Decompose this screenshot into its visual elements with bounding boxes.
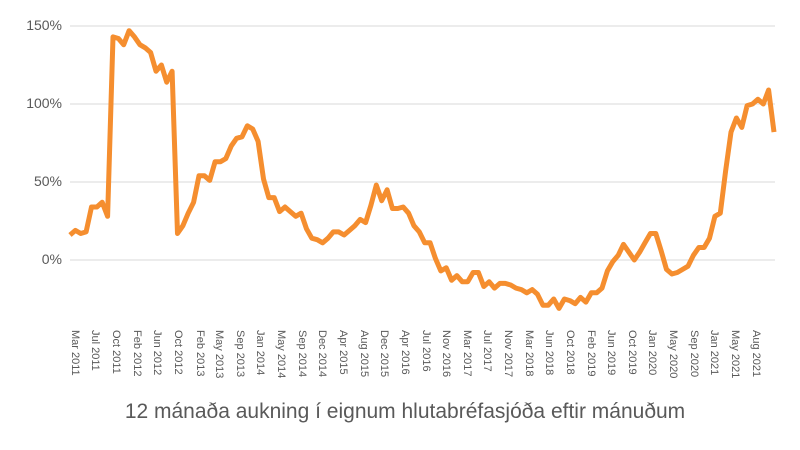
- x-tick-label: Oct 2012: [172, 330, 184, 375]
- x-tick-label: Jan 2020: [646, 330, 658, 376]
- x-tick-label: Oct 2011: [110, 330, 122, 374]
- x-tick-label: Jul 2016: [420, 330, 432, 372]
- x-tick-label: Feb 2012: [131, 330, 143, 377]
- x-tick-label: May 2014: [275, 330, 287, 379]
- x-tick-label: Jan 2021: [708, 330, 720, 376]
- x-tick-label: Oct 2019: [626, 330, 638, 375]
- x-tick-label: Nov 2017: [502, 330, 514, 378]
- x-tick-label: Oct 2018: [564, 330, 576, 375]
- x-tick-label: Sep 2014: [296, 330, 308, 378]
- x-tick-label: Mar 2018: [523, 330, 535, 377]
- x-tick-label: Sep 2020: [688, 330, 700, 378]
- x-tick-label: Jul 2011: [89, 330, 101, 371]
- x-tick-label: May 2021: [729, 330, 741, 379]
- chart-title: 12 mánaða aukning í eignum hlutabréfasjó…: [124, 400, 686, 423]
- x-tick-label: Feb 2013: [194, 330, 206, 377]
- x-tick-label: Dec 2015: [378, 330, 390, 378]
- x-tick-label: Aug 2015: [358, 330, 370, 378]
- x-tick-label: Jul 2017: [481, 330, 493, 372]
- y-tick-label: 150%: [26, 17, 62, 33]
- x-tick-label: Sep 2013: [234, 330, 246, 378]
- y-tick-label: 50%: [33, 173, 62, 189]
- x-tick-label: Dec 2014: [316, 330, 328, 378]
- x-tick-label: Jun 2018: [543, 330, 555, 376]
- y-tick-label: 0%: [41, 251, 62, 267]
- x-tick-label: Feb 2019: [585, 330, 597, 377]
- y-tick-label: 100%: [26, 95, 62, 111]
- x-tick-label: May 2013: [213, 330, 225, 379]
- x-tick-label: May 2020: [667, 330, 679, 379]
- x-tick-label: Mar 2011: [69, 330, 81, 376]
- x-tick-label: Jun 2012: [151, 330, 163, 376]
- series-line: [68, 28, 777, 311]
- x-tick-label: Jan 2014: [254, 330, 266, 376]
- gridlines: [70, 25, 775, 261]
- x-tick-label: Jun 2019: [605, 330, 617, 376]
- x-tick-label: Mar 2017: [461, 330, 473, 377]
- x-tick-label: Apr 2016: [399, 330, 411, 375]
- x-tick-label: Apr 2015: [337, 330, 349, 375]
- x-tick-label: Nov 2016: [440, 330, 452, 378]
- x-tick-label: Aug 2021: [750, 330, 762, 378]
